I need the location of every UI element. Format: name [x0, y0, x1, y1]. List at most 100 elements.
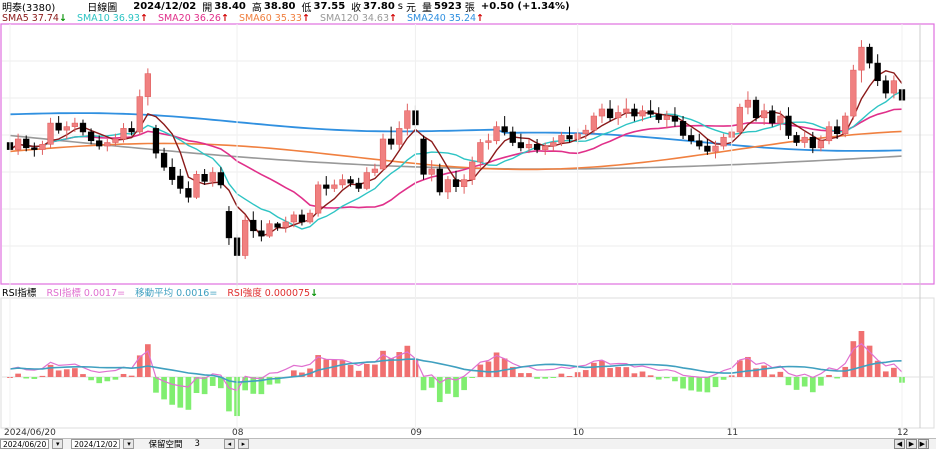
- candle-body: [688, 135, 695, 142]
- candle-body: [696, 140, 703, 147]
- rsi-bar: [153, 377, 159, 393]
- ma-legend-sma10: SMA10 36.93↑: [77, 13, 148, 24]
- candle-body: [720, 136, 727, 147]
- candle-body: [606, 108, 614, 119]
- x-axis: 2024/06/20 08 09 10 11 12: [0, 428, 936, 438]
- rsi-bar: [88, 377, 94, 381]
- rsi-bar: [420, 377, 427, 391]
- rsi-bar: [550, 377, 557, 378]
- rsi-bar: [380, 350, 386, 377]
- start-date-dropdown-icon[interactable]: ▾: [52, 439, 64, 449]
- rsi-bar: [258, 377, 265, 395]
- candle-body: [23, 138, 30, 149]
- candle-body: [485, 140, 492, 143]
- rsi-panel-border: [0, 297, 935, 429]
- candle-body: [306, 212, 314, 223]
- rsi-bar: [663, 377, 670, 379]
- rsi-bar: [558, 373, 565, 377]
- candle-body: [647, 110, 654, 115]
- rsi-bar: [777, 371, 784, 377]
- ma-legend-sma60: SMA60 35.33↑: [239, 13, 310, 24]
- candle-body: [266, 223, 273, 237]
- close-flag: s: [397, 0, 404, 12]
- candle-body: [14, 138, 22, 150]
- rsi-bar: [655, 377, 662, 380]
- rsi-bar: [501, 358, 508, 377]
- candle-body: [55, 122, 62, 131]
- ma-value: 35.33: [274, 12, 302, 24]
- scroll-left-button[interactable]: ◀: [894, 439, 905, 449]
- candle-body: [31, 147, 38, 150]
- rsi-legend-item: RSI指標 0.0017=: [46, 285, 125, 299]
- candle-body: [842, 115, 849, 134]
- rsi-bar: [599, 360, 605, 377]
- candle-body: [298, 214, 306, 223]
- volume-label: 量: [422, 2, 433, 14]
- rsi-bar: [201, 377, 208, 395]
- rsi-bar: [339, 360, 346, 377]
- sma5-line: [9, 70, 903, 237]
- rsi-bar: [128, 375, 135, 377]
- candle-body: [631, 108, 638, 117]
- rsi-bar: [696, 377, 703, 392]
- candle-body: [193, 174, 200, 198]
- zoom-value[interactable]: 3: [194, 439, 200, 449]
- rsi-bar: [647, 375, 654, 377]
- candle-body: [63, 126, 70, 131]
- rsi-bar: [826, 374, 832, 377]
- candle-body: [217, 172, 224, 186]
- candle-body: [355, 182, 362, 189]
- candle-body: [290, 214, 297, 223]
- close-label: 收: [351, 2, 362, 14]
- scroll-right-button[interactable]: ▶: [906, 439, 917, 449]
- price-panel-border: [0, 23, 935, 285]
- arrow-up-icon: ↑: [476, 12, 485, 24]
- candle-body: [493, 126, 500, 142]
- rsi-bar: [347, 365, 354, 377]
- candle-body: [566, 135, 573, 140]
- candle-body: [79, 122, 87, 133]
- start-date-input[interactable]: 2024/06/20: [0, 439, 50, 449]
- end-date-dropdown-icon[interactable]: ▾: [123, 439, 135, 449]
- candle-body: [817, 140, 825, 149]
- rsi-bar: [469, 377, 476, 378]
- candle-body: [833, 126, 841, 134]
- candle-body: [258, 230, 265, 237]
- candle-body: [744, 99, 752, 108]
- candle-body: [274, 223, 281, 228]
- candle-body: [160, 152, 168, 168]
- rsi-bar: [15, 373, 21, 377]
- rsi-bar: [315, 355, 321, 377]
- zoom-in-button[interactable]: ▸: [237, 439, 249, 449]
- rsi-bar: [526, 373, 532, 377]
- rsi-legend-label: RSI指標: [46, 288, 81, 299]
- candle-body: [128, 128, 135, 133]
- sma120-line: [9, 134, 903, 170]
- candle-body: [371, 168, 379, 173]
- candle-body: [379, 138, 387, 170]
- arrow-down-icon: ↓: [58, 12, 67, 24]
- candle-body: [761, 110, 768, 119]
- low-label: 低: [301, 2, 312, 14]
- scroll-end-button[interactable]: ▶|: [918, 439, 929, 449]
- zoom-out-button[interactable]: ◂: [223, 439, 235, 449]
- candle-body: [533, 143, 541, 150]
- candle-body: [736, 106, 743, 133]
- rsi-bar: [445, 377, 451, 394]
- candle-body: [590, 115, 597, 131]
- rsi-bar: [615, 367, 622, 377]
- rsi-bar: [785, 377, 792, 386]
- rsi-bar: [55, 370, 62, 377]
- rsi-bar: [461, 377, 467, 391]
- rsi-bar: [31, 377, 38, 379]
- rsi-bar: [72, 368, 78, 377]
- rsi-line: [9, 342, 903, 392]
- rsi-bar: [23, 377, 30, 379]
- rsi-bar: [388, 358, 394, 377]
- rsi-bar: [720, 377, 727, 380]
- rsi-bar: [372, 364, 378, 377]
- candle-body: [47, 122, 54, 145]
- ma-legend: SMA5 37.74↓ SMA10 36.93↑ SMA20 36.26↑ SMA60 35.…: [0, 12, 936, 24]
- end-date-input[interactable]: 2024/12/02: [71, 439, 121, 449]
